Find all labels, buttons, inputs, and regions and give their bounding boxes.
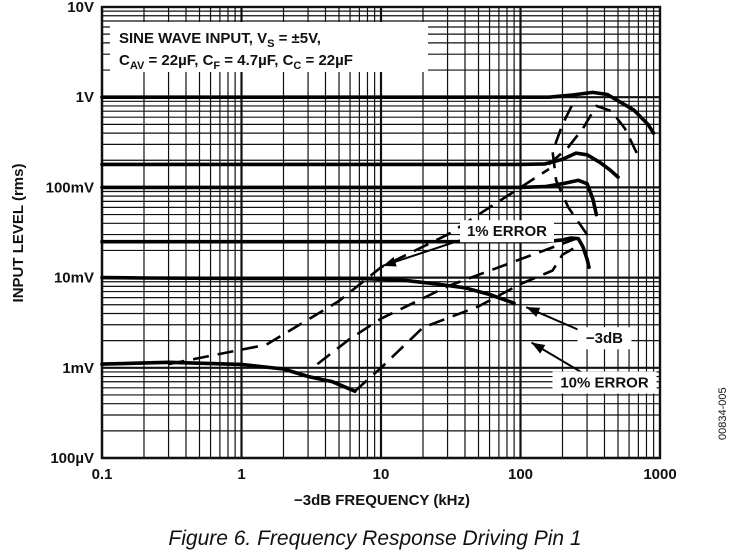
y-tick-label: 100µV [50, 450, 94, 467]
legend-text: = 22µF, C [144, 52, 213, 69]
x-tick-label: 0.1 [92, 466, 113, 483]
response-curve-1 [100, 90, 656, 135]
legend-subscript: AV [130, 60, 145, 72]
chart-tick-labels: 0.1 1 10 100 1000 100µV 1mV 10mV 100mV 1V 10V [46, 0, 677, 483]
error-curve-7 [168, 167, 550, 366]
y-tick-label: 10mV [54, 270, 94, 287]
legend-background [110, 22, 428, 72]
annotation-arrow-head [531, 342, 546, 354]
annotation-arrow-head [382, 257, 397, 267]
annotation-label-background [552, 371, 657, 394]
annotation-label-3: 10% ERROR [560, 375, 649, 392]
response-curve-2 [100, 151, 620, 179]
error-curve-11 [354, 240, 582, 393]
response-curve-4 [100, 236, 591, 270]
annotation-label-background [577, 327, 632, 350]
chart-annotations: 1% ERROR −3dB 10% ERROR [382, 220, 657, 394]
y-tick-label: 10V [67, 0, 94, 16]
legend-line-2: CAV = 22µF, CF = 4.7µF, CC = 22µF [119, 52, 353, 72]
error-curve-8 [548, 104, 640, 166]
x-tick-label: 1 [237, 466, 245, 483]
legend-subscript: F [213, 60, 220, 72]
annotation-arrow-line [382, 237, 466, 267]
x-axis-title: −3dB FREQUENCY (kHz) [294, 492, 470, 509]
x-tick-label: 1000 [643, 466, 676, 483]
annotation-label-2: −3dB [586, 330, 623, 347]
y-tick-label: 1V [76, 89, 94, 106]
y-tick-label: 1mV [62, 360, 94, 377]
x-tick-label: 100 [508, 466, 533, 483]
legend-line-1: SINE WAVE INPUT, VS = ±5V, [119, 30, 321, 50]
response-curve-5 [100, 275, 516, 306]
legend-text: = 4.7µF, C [220, 52, 293, 69]
y-tick-label: 100mV [46, 179, 94, 196]
annotation-label-background [459, 220, 554, 243]
response-curve-3 [100, 178, 599, 217]
x-tick-label: 10 [373, 466, 390, 483]
legend-text: = 22µF [301, 52, 353, 69]
figure-caption: Figure 6. Frequency Response Driving Pin… [168, 527, 582, 550]
legend-text: = ±5V, [274, 30, 320, 47]
legend-subscript: C [293, 60, 301, 72]
error-curve-10 [551, 96, 589, 236]
legend-subscript: S [267, 38, 274, 50]
legend-text: C [119, 52, 130, 69]
chart-conditions-legend: SINE WAVE INPUT, VS = ±5V,CAV = 22µF, CF… [110, 22, 428, 72]
y-axis-title: INPUT LEVEL (rms) [10, 164, 27, 303]
legend-text: SINE WAVE INPUT, V [119, 30, 267, 47]
chart-series [100, 90, 656, 394]
annotation-arrow-head [526, 307, 541, 317]
plot-frame [100, 5, 662, 460]
response-curve-6 [100, 360, 357, 394]
error-curve-9 [316, 233, 588, 366]
annotation-label-1: 1% ERROR [467, 223, 547, 240]
